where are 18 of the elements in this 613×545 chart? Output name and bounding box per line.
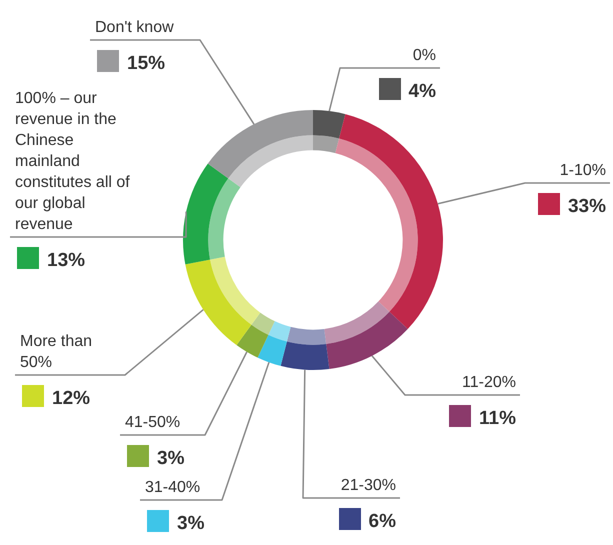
slice-label: Don't know <box>95 19 174 36</box>
text: 12% <box>52 388 90 409</box>
text: 13% <box>47 250 86 271</box>
text: 6% <box>368 511 396 532</box>
slice-label: More than 50% <box>20 333 92 371</box>
slice-label: 0% <box>412 47 436 64</box>
text: 3% <box>177 513 204 534</box>
slice-label: 41-50% <box>125 414 180 431</box>
slice-label: 1-10% <box>560 162 606 179</box>
slice-label: 100% – our revenue in the Chinese mainland constitutes all of our global revenue <box>15 90 130 233</box>
text: 11% <box>479 408 516 429</box>
text: 3% <box>157 448 184 469</box>
slice-label: 31-40% <box>145 479 200 496</box>
slice-label: 11-20% <box>462 374 516 391</box>
text: 33% <box>568 196 606 217</box>
text: 4% <box>408 81 436 102</box>
slice-label: 21-30% <box>340 477 396 494</box>
text: 15% <box>127 53 166 74</box>
